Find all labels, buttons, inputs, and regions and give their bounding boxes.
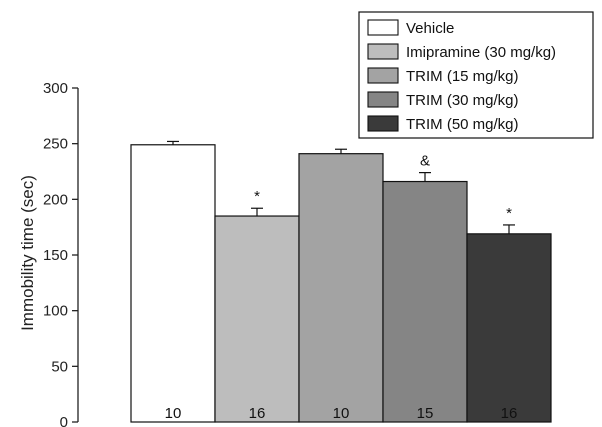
legend-label: Imipramine (30 mg/kg) <box>406 44 556 61</box>
legend-label: TRIM (50 mg/kg) <box>406 116 519 133</box>
legend-label: TRIM (30 mg/kg) <box>406 92 519 109</box>
bars: 10 * 16 10 & 15 * 16 <box>131 141 551 422</box>
legend-swatch <box>368 116 398 131</box>
bar <box>131 145 215 422</box>
y-tick-label: 300 <box>43 80 68 97</box>
sample-size-label: 10 <box>333 405 350 422</box>
significance-marker: * <box>506 205 512 222</box>
bar <box>215 216 299 422</box>
legend-swatch <box>368 68 398 83</box>
legend-label: TRIM (15 mg/kg) <box>406 68 519 85</box>
legend-swatch <box>368 44 398 59</box>
significance-marker: & <box>420 153 430 170</box>
sample-size-label: 16 <box>249 405 266 422</box>
y-tick-label: 100 <box>43 303 68 320</box>
legend-swatch <box>368 20 398 35</box>
bar <box>299 154 383 422</box>
y-axis-title: Immobility time (sec) <box>18 175 37 331</box>
y-tick-label: 250 <box>43 136 68 153</box>
legend: Vehicle Imipramine (30 mg/kg) TRIM (15 mg/… <box>359 12 593 138</box>
significance-marker: * <box>254 188 260 205</box>
y-axis: 0 50 100 150 200 250 300 <box>43 80 78 427</box>
bar <box>467 234 551 422</box>
y-tick-label: 200 <box>43 191 68 208</box>
y-tick-label: 50 <box>51 358 68 375</box>
sample-size-label: 16 <box>501 405 518 422</box>
sample-size-label: 15 <box>417 405 434 422</box>
y-tick-label: 0 <box>60 414 68 427</box>
sample-size-label: 10 <box>165 405 182 422</box>
legend-swatch <box>368 92 398 107</box>
y-tick-label: 150 <box>43 247 68 264</box>
legend-label: Vehicle <box>406 20 454 37</box>
bar <box>383 182 467 422</box>
